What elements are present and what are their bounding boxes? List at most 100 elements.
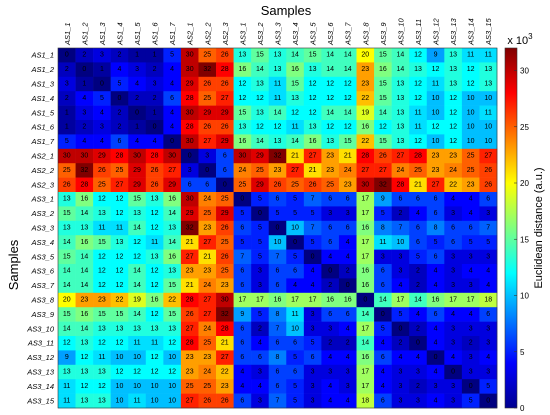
cell-value-label: 11 [467,52,474,59]
cell-value-label: 17 [309,297,317,304]
cell-value-label: 3 [398,268,402,275]
cell-value-label: 2 [398,210,402,217]
heatmap-cell [321,307,340,322]
heatmap-cell [356,192,375,207]
heatmap-cell [198,192,217,207]
cell-value-label: 28 [361,153,369,160]
heatmap-cell [268,393,287,409]
cell-value-label: 3 [398,383,402,390]
cell-value-label: 17 [361,210,369,217]
heatmap-cell [461,336,480,351]
heatmap-cell [356,177,375,193]
cell-value-label: 13 [326,138,334,145]
heatmap-cell [338,278,357,294]
cell-value-label: 24 [203,325,211,332]
cell-value-label: 2 [416,325,420,332]
cell-value-label: 4 [82,95,86,102]
heatmap-cell [338,76,357,92]
heatmap-cell [391,350,410,366]
y-tick-label: AS3_1 [30,195,54,204]
heatmap-cell [391,307,410,322]
cell-value-label: 14 [361,340,369,347]
heatmap-cell [268,105,287,121]
cell-value-label: 27 [397,153,405,160]
heatmap-cell [128,134,147,150]
heatmap-cell [58,321,76,337]
cell-value-label: 12 [151,268,159,275]
heatmap-cell [58,379,76,394]
cell-value-label: 16 [361,354,369,361]
heatmap-cell [338,62,357,78]
heatmap-cell [93,62,111,78]
cell-value-label: 6 [240,225,244,232]
cell-value-label: 3 [258,397,262,404]
cell-value-label: 3 [311,325,315,332]
cell-value-label: 13 [63,369,71,376]
cell-value-label: 15 [379,138,387,145]
heatmap-cell [251,105,270,121]
x-tick-label: AS3_3 [274,22,283,46]
cell-value-label: 3 [153,81,157,88]
heatmap-cell [356,350,375,366]
cell-value-label: 12 [414,138,422,145]
cell-value-label: 32 [379,181,387,188]
cell-value-label: 23 [467,181,475,188]
cell-value-label: 3 [82,109,86,116]
heatmap-cell [268,91,287,106]
cell-value-label: 15 [168,282,176,289]
cell-value-label: 13 [309,124,317,131]
heatmap-cell [374,249,392,265]
cell-value-label: 32 [186,225,194,232]
cell-value-label: 6 [276,340,280,347]
cell-value-label: 25 [203,210,211,217]
heatmap-cell [251,307,270,322]
cell-value-label: 17 [397,297,405,304]
cell-value-label: 12 [116,196,124,203]
cell-value-label: 29 [221,210,229,217]
heatmap-cell [426,192,445,207]
cell-value-label: 30 [186,66,194,73]
heatmap-cell [145,48,164,63]
y-tick-label: AS3_10 [26,324,55,333]
cell-value-label: 17 [291,297,299,304]
cell-value-label: 30 [133,153,141,160]
x-tick-label: AS2_2 [203,22,212,46]
heatmap-cell [110,206,129,222]
cell-value-label: 27 [221,354,229,361]
cell-value-label: 4 [451,311,455,318]
cell-value-label: 3 [451,210,455,217]
y-tick-label: AS1_7 [30,137,54,146]
cell-value-label: 22 [116,297,124,304]
heatmap-cell [444,278,463,294]
heatmap-cell [479,48,498,63]
x-tick-label: AS3_7 [344,22,353,46]
heatmap-cell [163,134,182,150]
heatmap-cell [110,76,129,92]
cell-value-label: 12 [116,210,124,217]
heatmap-cell [268,379,287,394]
heatmap-cell [374,177,392,193]
cell-value-label: 17 [361,239,369,246]
cell-value-label: 16 [361,268,369,275]
heatmap-cell [356,105,375,121]
heatmap-cell [251,62,270,78]
heatmap-cell [58,62,76,78]
heatmap-cell [110,264,129,279]
cell-value-label: 16 [344,297,352,304]
heatmap-cell [128,120,147,135]
heatmap-cell [58,105,76,121]
heatmap-cell [93,91,111,106]
heatmap-cell [216,62,234,78]
cell-value-label: 7 [276,325,280,332]
heatmap-cell [321,120,340,135]
cell-value-label: 3 [416,369,420,376]
cell-value-label: 30 [63,153,71,160]
cell-value-label: 13 [168,268,176,275]
cell-value-label: 6 [381,282,385,289]
heatmap-cell [461,105,480,121]
cell-value-label: 22 [221,369,229,376]
heatmap-cell [374,76,392,92]
cell-value-label: 6 [451,225,455,232]
cell-value-label: 25 [256,167,264,174]
cell-value-label: 26 [203,81,211,88]
